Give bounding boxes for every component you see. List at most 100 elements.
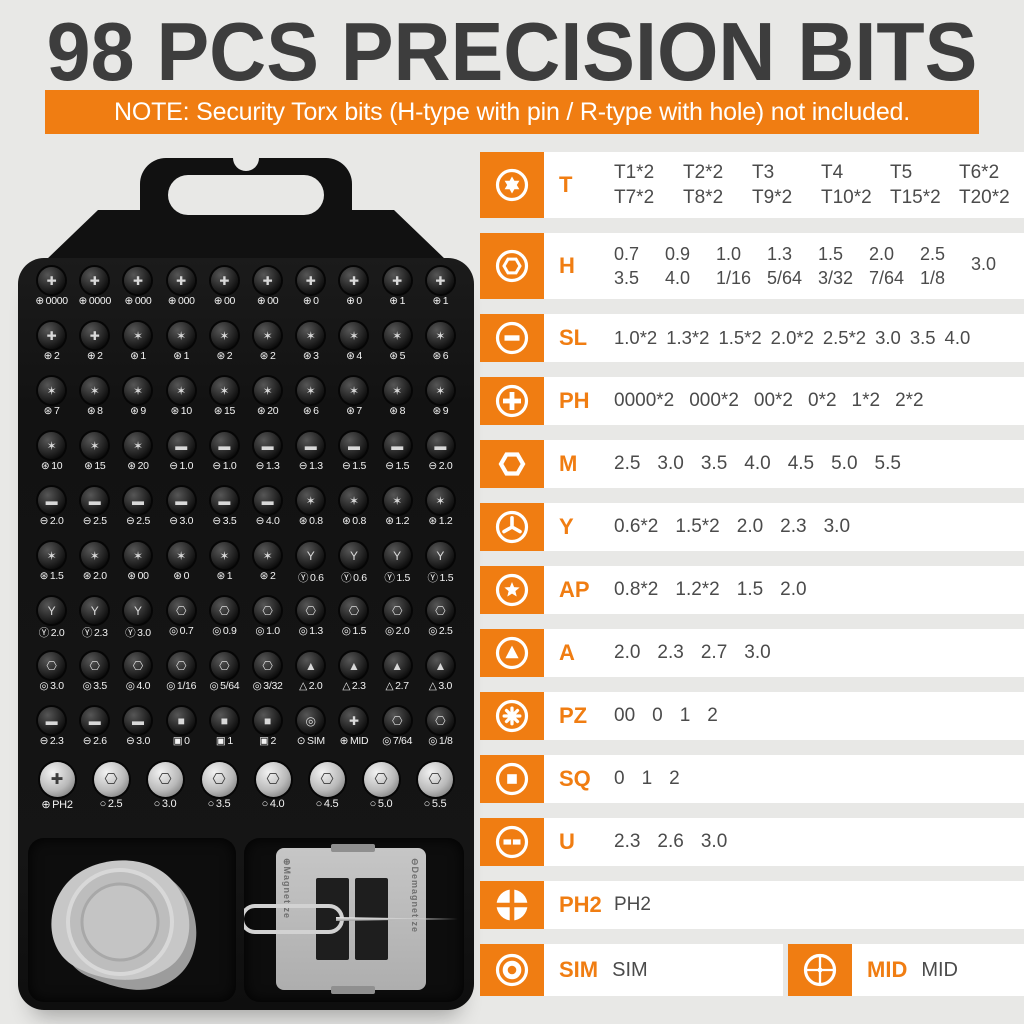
bit-size-label: ⊛ 20	[127, 460, 149, 472]
bit-case-photo: ✚ ⊕ 0000 ✚ ⊕ 0000 ✚ ⊕ 000 ✚ ⊕ 000 ✚ ⊕ 00 ✚ ⊕ 00 ✚ ⊕ 0…	[18, 158, 474, 1014]
spec-row-values: 2.0 2.3 2.7 3.0	[614, 629, 771, 677]
bit-size-label: ⊛ 0.8	[341, 515, 366, 527]
bit-size-label: ◎ 3.0	[39, 680, 64, 692]
bit-cell: ✶ ⊛ 7	[332, 376, 375, 431]
spec-row-SIM-MID: SIM SIM MID MID	[480, 944, 1024, 996]
bit-tip-icon: Y	[297, 542, 325, 569]
bit-cell: ⎔ ○ 3.0	[138, 761, 192, 823]
bit-cell: ⎔ ○ 4.5	[300, 761, 354, 823]
bit-size-label: Ⓨ 0.6	[297, 572, 324, 584]
spec-value: T3	[752, 161, 775, 183]
bit-cell: ✶ ⊛ 1.2	[419, 486, 462, 541]
bit-size-label: ⊖ 2.0	[39, 515, 64, 527]
demagnetize-label: ⊖Demagnetize	[410, 858, 420, 934]
spec-row-values: PH2	[614, 881, 651, 929]
bit-tip-icon: ⎔	[297, 597, 325, 624]
spec-row-values: 0.8*2 1.2*2 1.5 2.0	[614, 566, 807, 614]
bit-tip-icon: ✶	[81, 542, 109, 569]
bit-cell: ✶ ⊛ 2	[246, 541, 289, 596]
bit-tip-icon: ⎔	[93, 762, 129, 797]
bit-cell: ⎔ ◎ 1.0	[246, 596, 289, 651]
bit-size-label: ⊖ 2.6	[82, 735, 107, 747]
spec-value: 2.5	[920, 243, 946, 264]
bit-size-label: ⊛ 1.5	[39, 570, 64, 582]
bit-cell: ⎔ ◎ 1/8	[419, 706, 462, 761]
bit-tip-icon: ✚	[426, 267, 454, 294]
bit-cell: ✶ ⊛ 20	[116, 431, 159, 486]
spec-value: T10*2	[821, 186, 872, 208]
bit-cell: Y Ⓨ 3.0	[116, 596, 159, 651]
bit-size-label: ⊛ 1	[216, 570, 233, 582]
spec-value: 3.0	[657, 453, 684, 474]
bit-row: ▬ ⊖ 2.0 ▬ ⊖ 2.5 ▬ ⊖ 2.5 ▬ ⊖ 3.0 ▬ ⊖ 3.5 ▬ ⊖ 4.0 ✶ ⊛ 0…	[30, 486, 462, 541]
bit-tip-icon: ✶	[383, 322, 411, 349]
bit-tip-icon: ✚	[210, 267, 238, 294]
triwing-icon	[480, 503, 544, 551]
bit-cell: ✶ ⊛ 0.8	[289, 486, 332, 541]
bit-tip-icon: ✶	[383, 377, 411, 404]
spec-value: 2	[707, 705, 718, 726]
star-icon	[480, 566, 544, 614]
spec-value-column: 1.3 5/64	[767, 244, 818, 288]
spec-row-label: H	[559, 253, 575, 278]
bit-tip-icon: ✚	[383, 267, 411, 294]
bit-size-label: ◎ 1.3	[298, 625, 324, 637]
bit-row: ✶ ⊛ 7 ✶ ⊛ 8 ✶ ⊛ 9 ✶ ⊛ 10 ✶ ⊛ 15 ✶ ⊛ 20 ✶ ⊛ 6 ✶ ⊛ 7 ✶ ⊛ 8 ✶…	[30, 376, 462, 431]
bit-size-label: ⊛ 10	[40, 460, 63, 472]
spec-row-label: PZ	[559, 703, 588, 728]
bit-tip-icon: Y	[383, 542, 411, 569]
spec-row-label: U	[559, 829, 575, 854]
bit-cell: ▲ △ 2.3	[332, 651, 375, 706]
spec-value-column: T1*2 T7*2	[614, 162, 683, 209]
bit-size-label: ⊛ 0.8	[298, 515, 323, 527]
bit-size-label: ◎ 2.5	[428, 625, 453, 637]
bit-size-label: ⊛ 8	[389, 405, 406, 417]
spec-value: 0.8*2	[614, 579, 659, 600]
bit-size-label: ⊛ 20	[256, 405, 279, 417]
spec-value: T6*2	[959, 161, 1000, 183]
bit-cell: ✚ ⊕ MID	[332, 706, 375, 761]
bit-size-label: ⊖ 3.0	[125, 735, 150, 747]
bit-cell: ✶ ⊛ 9	[116, 376, 159, 431]
pry-discs-illustration	[51, 860, 197, 990]
spec-value: 2.0	[614, 642, 641, 663]
bit-row: ▬ ⊖ 2.3 ▬ ⊖ 2.6 ▬ ⊖ 3.0 ■ ▣ 0 ■ ▣ 1 ■ ▣ 2 ◎ ⊙ SIM ✚ ⊕ M…	[30, 706, 462, 761]
bit-cell: ✚ ⊕ 00	[203, 266, 246, 321]
bit-cell: ✚ ⊕ 1	[419, 266, 462, 321]
spec-value: 1.0*2	[614, 327, 658, 348]
bit-cell: ✚ ⊕ 0	[289, 266, 332, 321]
hang-slot-hole	[168, 175, 324, 215]
bit-size-label: ○ 5.5	[423, 798, 447, 810]
bit-size-label: ⊖ 1.3	[298, 460, 323, 472]
bit-size-label: Ⓨ 1.5	[427, 572, 454, 584]
bit-cell: ▬ ⊖ 1.5	[332, 431, 375, 486]
spec-value-column: 0.7 3.5	[614, 244, 665, 288]
spec-row-values: 0.6*2 1.5*2 2.0 2.3 3.0	[614, 503, 850, 551]
magnetizer-tab	[331, 986, 375, 994]
bit-tip-icon: ▬	[254, 432, 282, 459]
spec-value: 2.0	[869, 243, 895, 264]
bit-tip-icon: ✶	[38, 377, 66, 404]
bit-size-label: ⊛ 0	[173, 570, 190, 582]
bit-tip-icon: ⎔	[340, 597, 368, 624]
spec-row-label: Y	[559, 514, 574, 539]
spec-value: 00	[614, 705, 636, 726]
spec-value: T1*2	[614, 161, 655, 183]
bit-cell: ⎔ ◎ 3.5	[73, 651, 116, 706]
bit-cell: ✶ ⊛ 6	[289, 376, 332, 431]
bit-size-label: ⊖ 2.5	[82, 515, 107, 527]
bit-size-label: ○ 3.5	[207, 798, 231, 810]
bit-size-label: ⊛ 2	[216, 350, 233, 362]
pry-tools-compartment	[28, 838, 236, 1002]
bit-tip-icon: ▬	[38, 487, 66, 514]
spec-row-Y: Y 0.6*2 1.5*2 2.0 2.3 3.0	[480, 503, 1024, 551]
spec-value: 3.5	[614, 267, 640, 288]
bit-cell: ✚ ⊕ 0000	[73, 266, 116, 321]
spec-value: T20*2	[959, 186, 1010, 208]
bit-cell: ✶ ⊛ 0	[160, 541, 203, 596]
magnetizer-tab	[331, 844, 375, 852]
bit-tip-icon: ✚	[340, 707, 368, 734]
spec-value: 0.7	[614, 243, 640, 264]
bit-tip-icon: ✚	[167, 267, 195, 294]
bit-cell: Y Ⓨ 2.3	[73, 596, 116, 651]
